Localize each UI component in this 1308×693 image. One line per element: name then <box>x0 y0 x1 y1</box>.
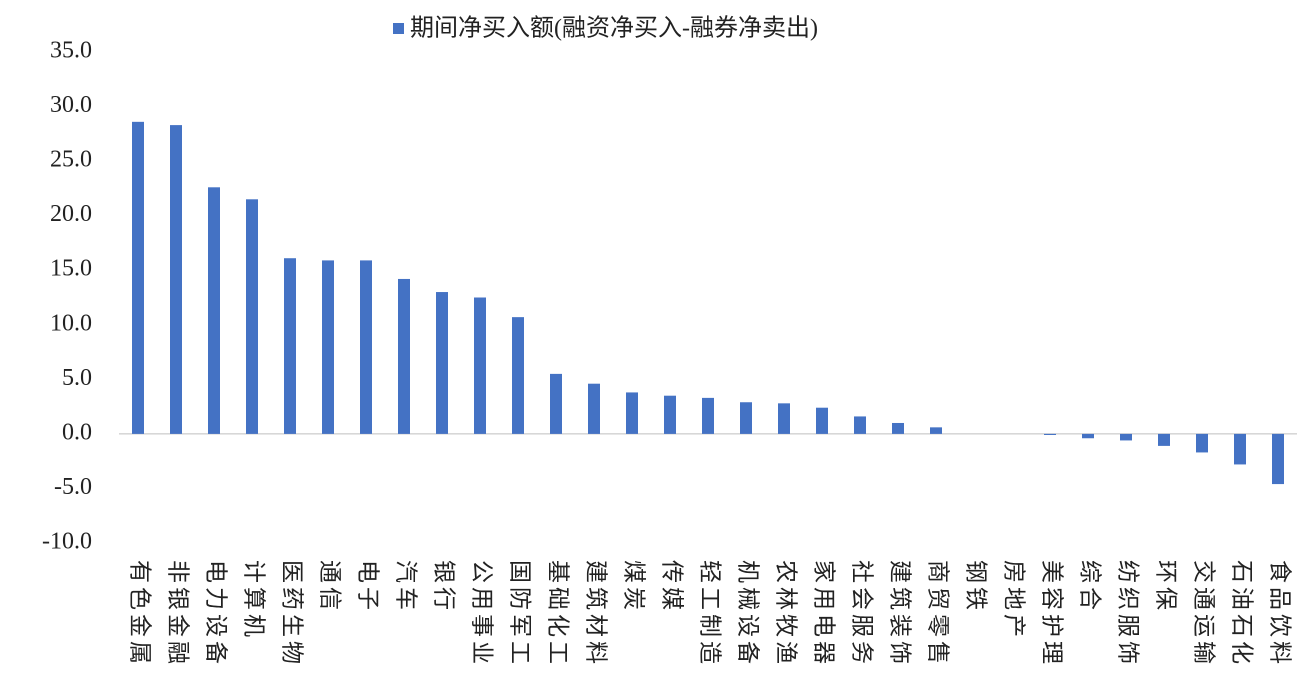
x-tick-label: 石油石化 <box>1230 560 1255 668</box>
y-tick-label: 0.0 <box>62 419 92 445</box>
bar <box>132 121 144 434</box>
bar <box>398 278 410 434</box>
bar <box>1234 433 1246 465</box>
x-tick-label: 电力设备 <box>204 560 229 668</box>
x-tick-label: 钢铁 <box>964 560 989 614</box>
x-tick-label: 农林牧渔 <box>774 560 799 668</box>
x-tick-label: 电子 <box>356 560 381 614</box>
x-tick-label: 建筑材料 <box>584 560 609 668</box>
bar <box>702 397 714 434</box>
y-tick-label: 30.0 <box>50 92 92 118</box>
x-tick-label: 国防军工 <box>508 560 533 668</box>
bar <box>626 392 638 434</box>
bar <box>854 416 866 434</box>
bar <box>1272 433 1284 485</box>
x-tick-label: 医药生物 <box>280 560 305 668</box>
x-tick-label: 非银金融 <box>166 560 191 668</box>
y-tick-label: -5.0 <box>54 474 92 500</box>
x-tick-label: 机械设备 <box>736 560 761 668</box>
y-tick-label: 10.0 <box>50 310 92 336</box>
x-tick-label: 商贸零售 <box>926 560 951 668</box>
bar <box>930 427 942 434</box>
x-tick-label: 房地产 <box>1002 560 1027 641</box>
y-tick-label: 35.0 <box>50 38 92 64</box>
bar <box>1158 433 1170 446</box>
bar <box>664 395 676 434</box>
bar <box>1120 433 1132 441</box>
bar <box>246 199 258 434</box>
x-tick-label: 公用事业 <box>470 560 495 668</box>
x-tick-label: 综合 <box>1078 560 1103 614</box>
x-tick-label: 美容护理 <box>1040 560 1065 668</box>
x-tick-label: 有色金属 <box>128 560 153 668</box>
bar <box>1196 433 1208 453</box>
bar <box>588 383 600 434</box>
x-tick-label: 轻工制造 <box>698 560 723 668</box>
x-tick-label: 计算机 <box>242 560 267 641</box>
bar <box>1082 433 1094 439</box>
y-tick-label: 15.0 <box>50 256 92 282</box>
y-tick-label: 20.0 <box>50 201 92 227</box>
bar <box>474 297 486 434</box>
bar <box>436 292 448 434</box>
x-tick-label: 环保 <box>1154 560 1179 614</box>
bar <box>892 422 904 434</box>
x-tick-label: 传媒 <box>660 560 685 614</box>
bar <box>322 260 334 434</box>
bar <box>284 258 296 434</box>
y-tick-label: 5.0 <box>62 365 92 391</box>
x-tick-label: 汽车 <box>394 560 419 614</box>
x-tick-label: 家用电器 <box>812 560 837 668</box>
x-tick-label: 通信 <box>318 560 343 614</box>
bar <box>512 317 524 434</box>
x-tick-label: 社会服务 <box>850 560 875 668</box>
bar <box>360 260 372 434</box>
x-tick-label: 食品饮料 <box>1268 560 1293 668</box>
bar <box>170 125 182 434</box>
bar <box>816 407 828 434</box>
bar <box>1044 433 1056 435</box>
x-tick-label: 纺织服饰 <box>1116 560 1141 668</box>
x-tick-label: 建筑装饰 <box>888 560 913 668</box>
x-tick-label: 煤炭 <box>622 560 647 614</box>
legend-label: 期间净买入额(融资净买入-融券净卖出) <box>410 15 818 42</box>
x-tick-label: 基础化工 <box>546 560 571 668</box>
y-tick-label: 25.0 <box>50 147 92 173</box>
legend-swatch <box>393 23 404 34</box>
bar <box>778 403 790 434</box>
y-tick-label: -10.0 <box>42 529 92 555</box>
bar <box>740 402 752 434</box>
bar <box>208 187 220 434</box>
x-tick-label: 银行 <box>432 560 457 614</box>
bar <box>550 373 562 434</box>
x-tick-label: 交通运输 <box>1192 560 1217 668</box>
